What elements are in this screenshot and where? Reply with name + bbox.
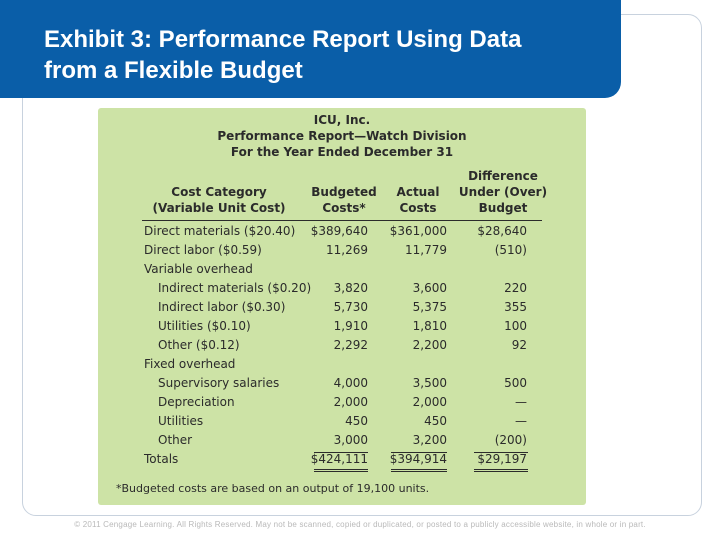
subtotal-rule-budgeted <box>314 452 368 453</box>
row-actual: 3,500 <box>412 376 447 390</box>
row-difference: $28,640 <box>477 224 527 238</box>
column-header-difference: Difference Under (Over) Budget <box>458 168 548 216</box>
report-heading: ICU, Inc. Performance Report—Watch Divis… <box>98 112 586 160</box>
column-header-budgeted-line1: Budgeted <box>311 185 377 199</box>
row-actual: $394,914 <box>389 452 447 466</box>
row-label: Supervisory salaries <box>158 376 280 390</box>
column-header-difference-line3: Budget <box>478 201 528 215</box>
subtotal-rule-difference <box>474 452 528 453</box>
row-actual: 3,600 <box>412 281 447 295</box>
report-company: ICU, Inc. <box>313 113 371 127</box>
row-label: Direct labor ($0.59) <box>144 243 262 257</box>
column-header-budgeted: Budgeted Costs* <box>304 184 384 216</box>
report-period: For the Year Ended December 31 <box>230 145 454 159</box>
column-header-category-line2: (Variable Unit Cost) <box>152 201 286 215</box>
slide-title-line1: Exhibit 3: Performance Report Using Data <box>44 26 522 53</box>
row-budgeted: 3,000 <box>333 433 368 447</box>
performance-report-panel: ICU, Inc. Performance Report—Watch Divis… <box>98 108 586 505</box>
row-label: Other <box>158 433 193 447</box>
table-row: Direct materials ($20.40) $389,640 $361,00… <box>98 222 586 241</box>
row-label: Other ($0.12) <box>158 338 240 352</box>
total-rule-difference-2 <box>474 471 528 472</box>
row-budgeted: 11,269 <box>326 243 368 257</box>
row-actual: 5,375 <box>412 300 447 314</box>
row-difference: $29,197 <box>477 452 527 466</box>
copyright-notice: © 2011 Cengage Learning. All Rights Rese… <box>74 520 646 529</box>
row-budgeted: 4,000 <box>333 376 368 390</box>
row-difference: — <box>515 395 527 409</box>
row-label: Variable overhead <box>144 262 253 276</box>
slide-title-line2: from a Flexible Budget <box>44 57 303 84</box>
row-label: Fixed overhead <box>144 357 236 371</box>
row-label: Utilities ($0.10) <box>158 319 251 333</box>
column-header-difference-line2: Under (Over) <box>458 185 548 199</box>
row-budgeted: 3,820 <box>333 281 368 295</box>
row-budgeted: 450 <box>345 414 368 428</box>
row-budgeted: $424,111 <box>310 452 368 466</box>
column-header-category-line1: Cost Category <box>171 185 267 199</box>
row-difference: (200) <box>494 433 527 447</box>
row-budgeted: 1,910 <box>333 319 368 333</box>
table-row: Indirect materials ($0.20) 3,820 3,600 220 <box>98 279 586 298</box>
table-row: Indirect labor ($0.30) 5,730 5,375 355 <box>98 298 586 317</box>
row-label: Indirect materials ($0.20) <box>158 281 312 295</box>
row-difference: 500 <box>504 376 527 390</box>
row-label: Indirect labor ($0.30) <box>158 300 286 314</box>
header-rule <box>142 220 542 221</box>
subtotal-rule-actual <box>391 452 447 453</box>
row-actual: 3,200 <box>412 433 447 447</box>
total-rule-budgeted-1 <box>314 469 368 470</box>
slide-title: Exhibit 3: Performance Report Using Data… <box>44 24 521 86</box>
table-row: Supervisory salaries 4,000 3,500 500 <box>98 374 586 393</box>
column-header-budgeted-line2: Costs* <box>322 201 366 215</box>
table-row: Utilities 450 450 — <box>98 412 586 431</box>
row-budgeted: $389,640 <box>310 224 368 238</box>
row-difference: 220 <box>504 281 527 295</box>
column-header-actual-line1: Actual <box>396 185 440 199</box>
row-budgeted: 2,000 <box>333 395 368 409</box>
total-rule-budgeted-2 <box>314 471 368 472</box>
title-bar: Exhibit 3: Performance Report Using Data… <box>0 0 621 98</box>
row-actual: 2,200 <box>412 338 447 352</box>
row-label: Direct materials ($20.40) <box>144 224 296 238</box>
row-budgeted: 5,730 <box>333 300 368 314</box>
total-rule-difference-1 <box>474 469 528 470</box>
table-row: Other 3,000 3,200 (200) <box>98 431 586 450</box>
column-header-category: Cost Category (Variable Unit Cost) <box>144 184 294 216</box>
table-row: Variable overhead <box>98 260 586 279</box>
column-header-difference-line1: Difference <box>468 169 538 183</box>
row-difference: 355 <box>504 300 527 314</box>
table-row: Utilities ($0.10) 1,910 1,810 100 <box>98 317 586 336</box>
row-difference: 92 <box>511 338 527 352</box>
table-row: Depreciation 2,000 2,000 — <box>98 393 586 412</box>
table-row: Totals $424,111 $394,914 $29,197 <box>98 450 586 469</box>
column-header-actual-line2: Costs <box>399 201 437 215</box>
row-actual: $361,000 <box>389 224 447 238</box>
total-rule-actual-2 <box>391 471 447 472</box>
row-actual: 1,810 <box>412 319 447 333</box>
table-row: Direct labor ($0.59) 11,269 11,779 (510) <box>98 241 586 260</box>
row-difference: — <box>515 414 527 428</box>
report-footnote: *Budgeted costs are based on an output o… <box>116 482 430 495</box>
row-difference: 100 <box>504 319 527 333</box>
row-label: Utilities <box>158 414 204 428</box>
report-name: Performance Report—Watch Division <box>217 129 467 143</box>
table-row: Other ($0.12) 2,292 2,200 92 <box>98 336 586 355</box>
row-label: Totals <box>144 452 179 466</box>
total-rule-actual-1 <box>391 469 447 470</box>
row-actual: 450 <box>424 414 447 428</box>
row-budgeted: 2,292 <box>333 338 368 352</box>
row-actual: 2,000 <box>412 395 447 409</box>
row-difference: (510) <box>494 243 527 257</box>
row-actual: 11,779 <box>405 243 447 257</box>
column-header-actual: Actual Costs <box>386 184 450 216</box>
table-row: Fixed overhead <box>98 355 586 374</box>
row-label: Depreciation <box>158 395 235 409</box>
